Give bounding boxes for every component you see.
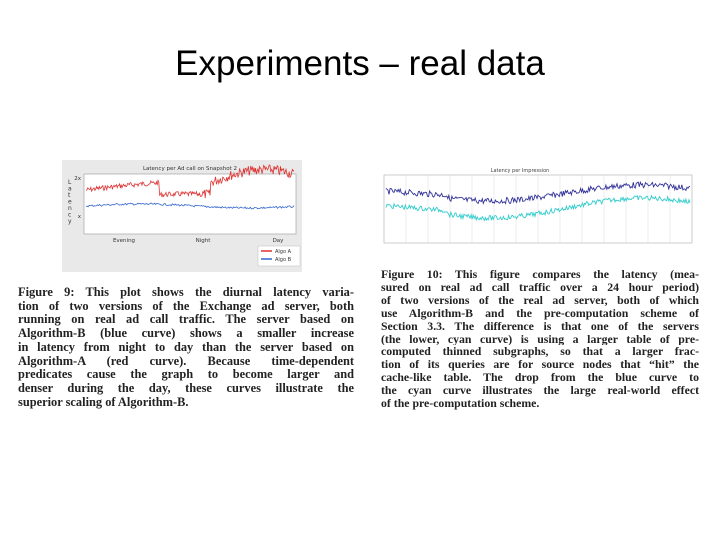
caption-line: Figure 9: This plot shows the diurnal la…: [18, 286, 354, 299]
y-tick-label: x: [78, 214, 82, 220]
caption-line: predicates cause the graph to become lar…: [18, 368, 354, 382]
caption-line: tion of its queries are for source nodes…: [381, 358, 699, 372]
caption-line: running on real ad call traffic. The ser…: [18, 313, 354, 327]
caption-left: Figure 9: This plot shows the diurnal la…: [18, 286, 354, 409]
curve-blue: [385, 180, 691, 205]
caption-line: (the lower, cyan curve) is using a large…: [381, 332, 699, 346]
curve-cyan: [385, 194, 691, 222]
caption-line: of the pre-computation scheme.: [381, 397, 540, 410]
caption-line: Algorithm-A (red curve). Because time-de…: [18, 354, 354, 368]
slide-title: Experiments – real data: [175, 44, 545, 83]
caption-right: Figure 10: This figure compares the late…: [381, 268, 699, 410]
figure-title: Latency per Impression: [491, 168, 550, 174]
caption-line: denser during the day, these curves illu…: [18, 381, 354, 395]
figure-right: Latency per Impression: [380, 163, 696, 255]
caption-line: cache-like table. The drop from the blue…: [381, 371, 699, 385]
grid: [405, 175, 671, 243]
caption-line: Algorithm-B (blue curve) shows a smaller…: [18, 327, 354, 341]
caption-line: computed thinned subgraphs, so that a la…: [381, 345, 699, 359]
caption-line: the cyan curve illustrates the large rea…: [381, 384, 699, 398]
legend-label: Algo B: [275, 257, 292, 263]
y-tick-label: 2x: [74, 176, 81, 182]
curve-b: [85, 202, 295, 210]
x-tick-label: Day: [273, 238, 285, 244]
legend-label: Algo A: [275, 249, 292, 255]
x-tick-label: Evening: [113, 238, 135, 244]
caption-line: in latency from night to day than the se…: [18, 340, 354, 354]
caption-line: tion of two versions of the Exchange ad …: [18, 299, 354, 313]
caption-line: use Algorithm-B and the pre-computation …: [381, 306, 699, 320]
caption-line: superior scaling of Algorithm-B.: [18, 395, 189, 409]
caption-line: Figure 10: This figure compares the late…: [381, 268, 699, 281]
caption-line: sured on real ad call traffic over a 24 …: [381, 280, 699, 294]
caption-line: of two versions of the real ad server, b…: [381, 293, 699, 307]
figure-title: Latency per Ad call on Snapshot 2: [143, 166, 237, 172]
curve-a: [85, 164, 295, 199]
x-tick-label: Night: [196, 238, 212, 244]
caption-line: Section 3.3. The difference is that one …: [381, 319, 699, 333]
